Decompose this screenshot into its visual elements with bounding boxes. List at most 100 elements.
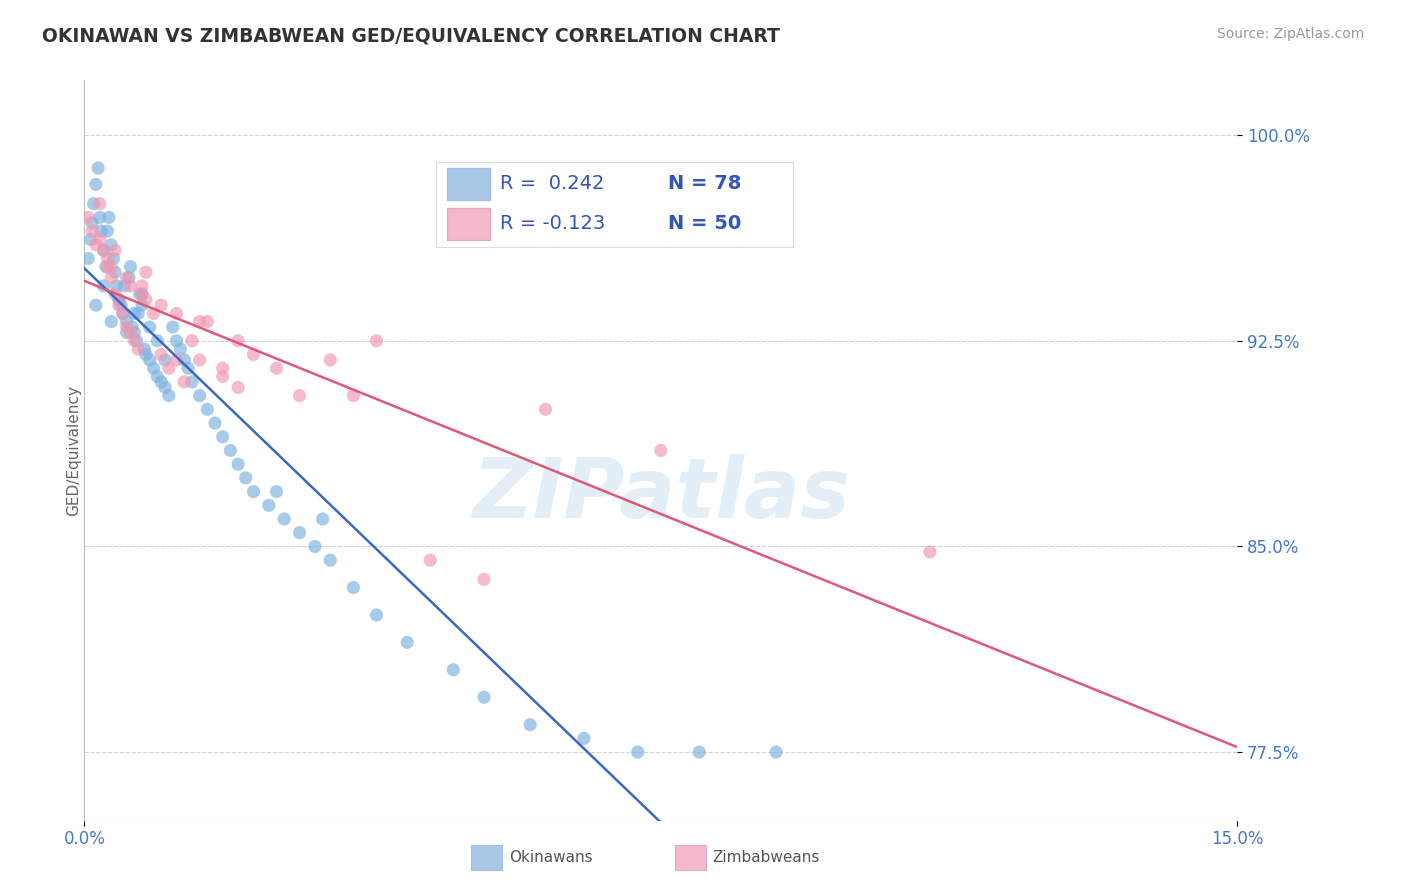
Point <box>472 690 495 705</box>
Point <box>419 553 441 567</box>
Text: Zimbabweans: Zimbabweans <box>713 850 820 864</box>
Point <box>204 416 226 430</box>
Point <box>103 252 125 266</box>
Point <box>173 375 195 389</box>
Point <box>142 361 165 376</box>
Point <box>235 471 257 485</box>
Point <box>100 270 122 285</box>
Point <box>79 232 101 246</box>
Point <box>124 326 146 340</box>
Point <box>166 334 188 348</box>
Point <box>96 252 118 266</box>
Point <box>169 342 191 356</box>
Point <box>77 211 100 225</box>
Point <box>138 353 160 368</box>
Point <box>89 211 111 225</box>
Point <box>195 402 218 417</box>
Point <box>441 663 464 677</box>
Point <box>138 320 160 334</box>
Point <box>219 443 242 458</box>
Point <box>242 347 264 361</box>
Point <box>188 315 211 329</box>
Point <box>131 279 153 293</box>
Point <box>120 260 142 274</box>
Point <box>83 196 105 211</box>
Point <box>112 279 135 293</box>
Point <box>157 389 180 403</box>
Point <box>115 270 138 285</box>
Point <box>104 244 127 258</box>
Point <box>93 244 115 258</box>
Point <box>115 315 138 329</box>
Point <box>211 430 233 444</box>
Point <box>127 342 149 356</box>
Point <box>226 334 249 348</box>
Point <box>918 545 941 559</box>
Point <box>104 265 127 279</box>
Point <box>96 224 118 238</box>
Point <box>181 334 204 348</box>
Point <box>166 353 188 368</box>
Point <box>94 260 117 274</box>
Point <box>93 244 115 258</box>
Point <box>396 635 419 649</box>
Point <box>80 224 103 238</box>
Point <box>173 353 195 368</box>
Point <box>366 607 388 622</box>
Point <box>93 279 115 293</box>
Point <box>118 270 141 285</box>
Point <box>100 315 122 329</box>
Point <box>115 320 138 334</box>
Point <box>121 320 143 334</box>
Point <box>150 375 173 389</box>
Point <box>108 293 131 307</box>
Point <box>266 361 288 376</box>
Point <box>188 353 211 368</box>
Point <box>124 334 146 348</box>
Point <box>177 361 200 376</box>
Point <box>77 252 100 266</box>
Point <box>157 361 180 376</box>
Point <box>108 293 131 307</box>
Point <box>311 512 333 526</box>
Point <box>211 361 233 376</box>
Text: ZIPatlas: ZIPatlas <box>472 454 849 535</box>
Point <box>135 347 157 361</box>
Text: Okinawans: Okinawans <box>509 850 592 864</box>
Point <box>97 211 120 225</box>
Point <box>105 279 128 293</box>
Point <box>131 298 153 312</box>
Point <box>257 498 280 512</box>
Point <box>627 745 650 759</box>
Point <box>120 326 142 340</box>
Point <box>650 443 672 458</box>
Point <box>342 581 364 595</box>
Point <box>89 196 111 211</box>
Point <box>288 389 311 403</box>
Point <box>111 306 134 320</box>
Point <box>135 293 157 307</box>
Point <box>90 224 112 238</box>
Point <box>96 260 118 274</box>
Point <box>128 287 150 301</box>
Point <box>472 572 495 586</box>
Point <box>181 375 204 389</box>
Point <box>131 287 153 301</box>
Point <box>166 306 188 320</box>
Point <box>572 731 595 746</box>
Point <box>142 306 165 320</box>
Point <box>125 334 148 348</box>
Point <box>534 402 557 417</box>
Text: Source: ZipAtlas.com: Source: ZipAtlas.com <box>1216 27 1364 41</box>
Point <box>226 457 249 471</box>
Point <box>108 298 131 312</box>
Point <box>146 369 169 384</box>
Point <box>366 334 388 348</box>
Point <box>242 484 264 499</box>
Point <box>87 161 110 175</box>
Point <box>153 380 176 394</box>
Point <box>211 369 233 384</box>
Point <box>110 298 132 312</box>
Point <box>111 306 134 320</box>
Point <box>226 380 249 394</box>
